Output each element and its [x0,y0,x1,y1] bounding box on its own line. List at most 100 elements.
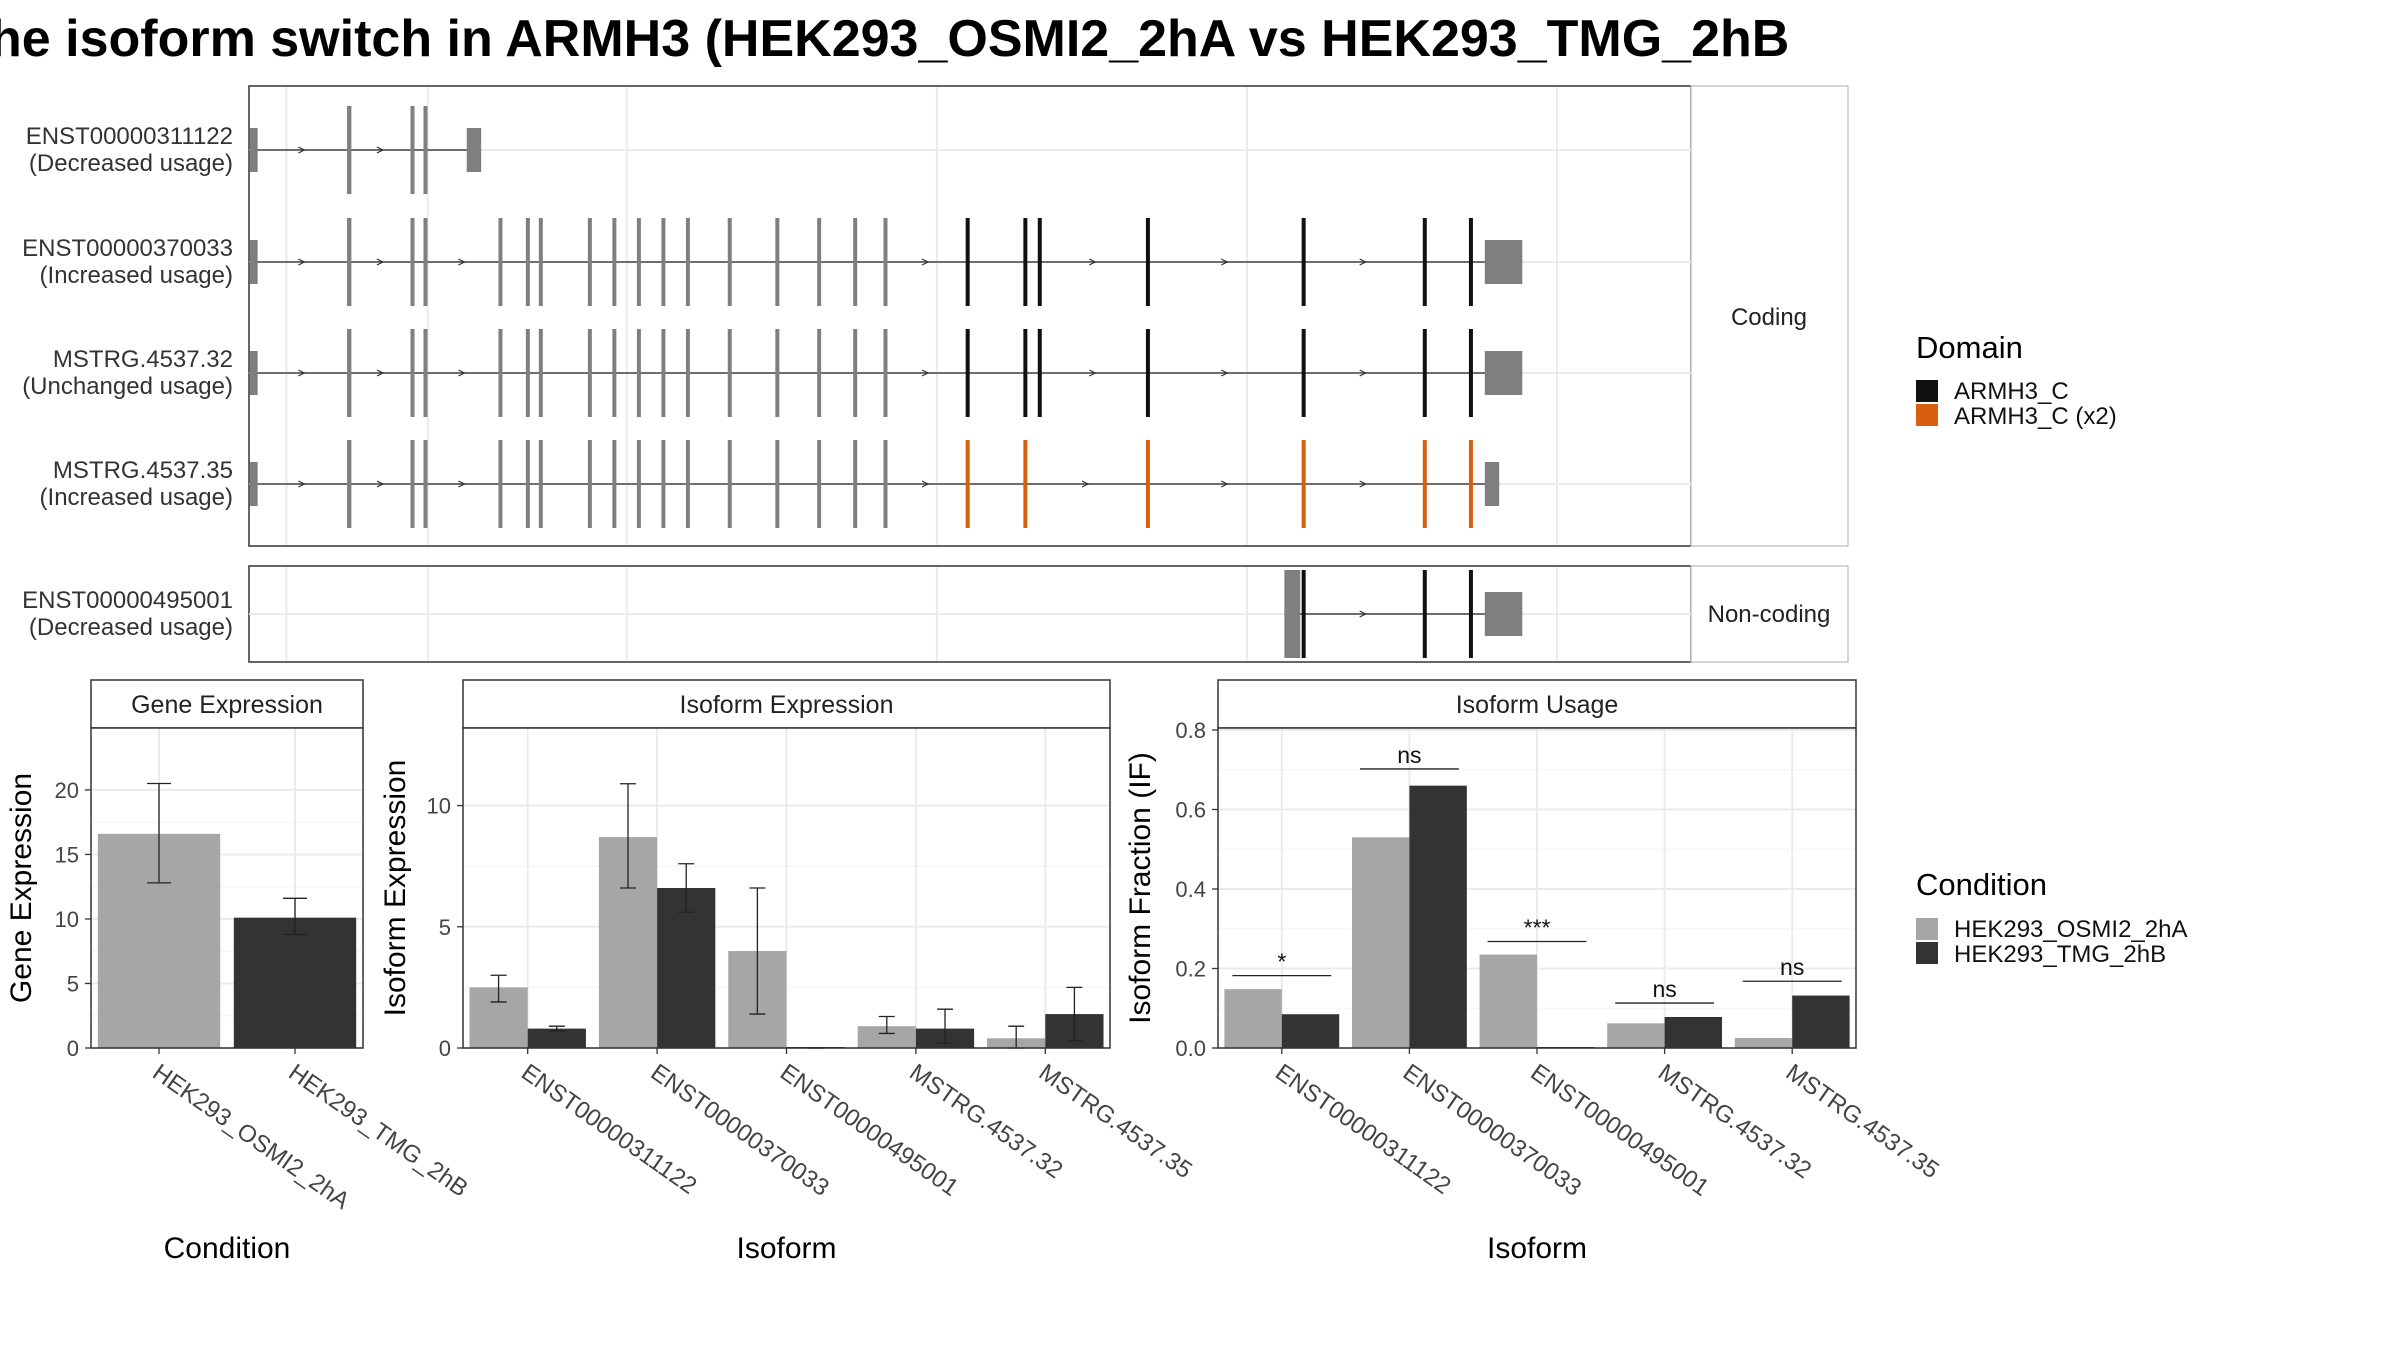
strand-arrow [1089,258,1097,266]
exon [1037,218,1042,306]
transcript-usage-label: (Unchanged usage) [22,373,233,400]
domain-legend: Domain ARMH3_C ARMH3_C (x2) [1916,330,2117,430]
transcript-usage-label: (Increased usage) [40,484,233,511]
exon [853,440,858,528]
exon [1484,592,1523,636]
coding-panel [248,85,1692,547]
chart-title: Gene Expression [131,691,323,719]
exon [636,218,641,306]
exon [1468,329,1473,417]
strand-arrow [458,258,466,266]
y-tick-label: 10 [55,907,79,932]
y-tick-label: 0.6 [1175,797,1206,822]
domain-legend-label-armh3: ARMH3_C [1954,378,2069,405]
y-tick-label: 0 [439,1036,451,1061]
strand-arrow [298,258,306,266]
exon [1468,440,1473,528]
strand-arrow [376,480,385,488]
exon [410,218,415,306]
transcript-id-label: MSTRG.4537.32 [53,346,233,373]
condition-legend-title: Condition [1916,867,2047,902]
strand-arrow [376,146,385,154]
exon [775,329,780,417]
transcript-row [249,218,1691,306]
chart-panel: Isoform Expression0510ENST00000311122ENS… [379,679,1197,1265]
exon [249,240,258,284]
y-tick-label: 0.4 [1175,877,1206,902]
y-tick-label: 0.2 [1175,956,1206,981]
exon [347,106,352,194]
transcript-row [249,329,1691,417]
exon [1468,570,1473,658]
exon [1145,329,1150,417]
exon [1484,351,1523,395]
y-axis-title: Gene Expression [5,773,38,1003]
exon [817,440,822,528]
exon [498,218,503,306]
bar-charts: Gene Expression05101520HEK293_OSMI2_2hAH… [5,679,1944,1265]
exon [775,440,780,528]
exon [1145,440,1150,528]
significance-label: * [1277,949,1286,975]
bar [527,1028,586,1048]
transcript-structure-panel: Coding Non-coding ENST00000311122 (Decrea… [22,85,1849,663]
strand-arrow [921,369,930,377]
exon [817,329,822,417]
transcript-row [249,570,1691,658]
exon [410,329,415,417]
exon [685,218,690,306]
domain-legend-key-armh3 [1916,380,1938,402]
y-tick-label: 0.8 [1175,718,1206,743]
exon [423,218,428,306]
x-axis-title: Isoform [1487,1232,1587,1265]
transcript-row [249,106,1691,194]
exon [249,351,258,395]
bar [1351,837,1410,1048]
facet-label-noncoding: Non-coding [1708,601,1831,628]
strand-arrow [1359,480,1368,488]
exon [525,440,530,528]
significance-label: ns [1780,954,1804,980]
strand-arrow [1220,258,1229,266]
strip-coding [1690,85,1849,547]
y-tick-label: 0 [67,1036,79,1061]
exon [587,329,592,417]
exon [612,218,617,306]
domain-legend-key-armh3-x2 [1916,404,1938,426]
strand-arrow [1220,369,1229,377]
exon [1484,462,1500,506]
condition-legend-label-b: HEK293_TMG_2hB [1954,941,2166,968]
exon [587,440,592,528]
strand-arrow [298,369,306,377]
y-tick-label: 5 [439,915,451,940]
exon [1422,218,1427,306]
strand-arrow [921,258,930,266]
exon [525,329,530,417]
exon [538,218,543,306]
transcript-id-label: ENST00000311122 [26,123,233,150]
exon [538,329,543,417]
exon [636,329,641,417]
exon [1145,218,1150,306]
transcript-usage-label: (Decreased usage) [29,614,233,641]
strand-arrow [1220,480,1229,488]
exon [612,329,617,417]
exon [423,329,428,417]
figure-title: he isoform switch in ARMH3 (HEK293_OSMI2… [0,10,1789,68]
bar [657,888,716,1048]
exon [1037,329,1042,417]
facet-label-coding: Coding [1731,304,1807,331]
exon [727,329,732,417]
strand-arrow [1359,369,1368,377]
exon [883,440,888,528]
exon [347,329,352,417]
chart-panel: Isoform Usage*ns***nsns0.00.20.40.60.8EN… [1124,679,1944,1265]
exon [587,218,592,306]
exon [883,329,888,417]
strand-arrow [458,369,466,377]
exon [727,218,732,306]
transcript-id-label: ENST00000370033 [22,235,233,262]
y-tick-label: 0.0 [1175,1036,1206,1061]
exon [636,440,641,528]
